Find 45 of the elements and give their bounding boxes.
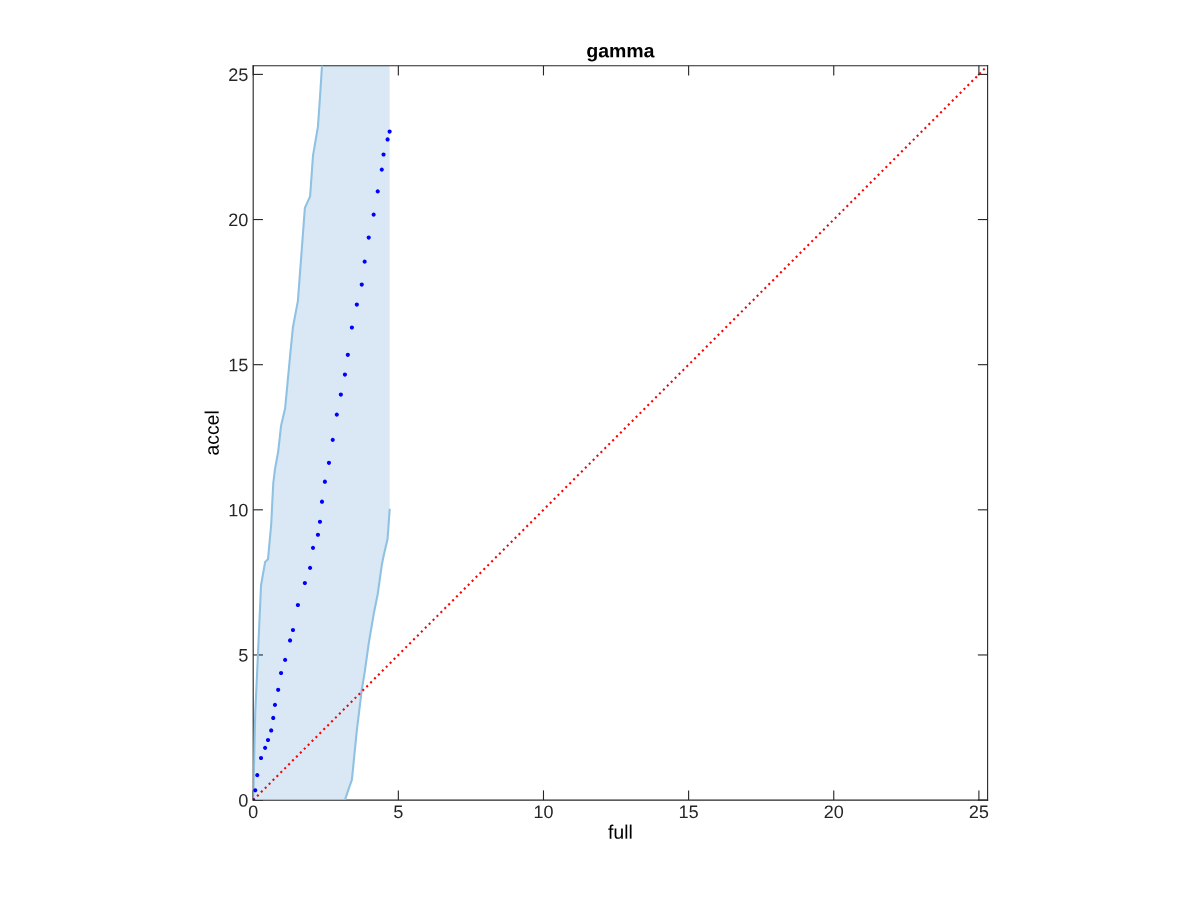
point xyxy=(330,437,335,442)
point xyxy=(271,715,276,721)
point xyxy=(269,728,274,733)
y-tick-label: 20 xyxy=(229,213,248,227)
y-tick-label: 5 xyxy=(239,649,248,662)
x-tick-label: 25 xyxy=(969,805,989,819)
y-tick-label: 25 xyxy=(229,68,248,82)
x-tick-label: 10 xyxy=(534,805,553,819)
y-axis-title: accel xyxy=(204,411,219,455)
point xyxy=(255,773,260,778)
point xyxy=(379,167,384,172)
x-tick-label: 15 xyxy=(679,805,698,819)
point xyxy=(272,702,278,707)
point xyxy=(263,745,268,750)
point xyxy=(326,460,332,465)
point xyxy=(319,499,325,504)
point xyxy=(315,532,321,537)
chart-title: gamma xyxy=(587,46,655,62)
point xyxy=(338,392,343,397)
point xyxy=(381,152,386,157)
point xyxy=(334,412,339,417)
point xyxy=(322,479,327,484)
point xyxy=(317,519,323,524)
point xyxy=(278,670,284,676)
point xyxy=(302,580,307,586)
point xyxy=(342,372,348,377)
x-tick-label: 5 xyxy=(394,805,403,819)
y-tick-label: 0 xyxy=(239,794,248,807)
point xyxy=(366,235,371,240)
x-tick-label: 0 xyxy=(248,805,258,819)
x-axis-title: full xyxy=(608,824,632,839)
point xyxy=(310,545,316,550)
point xyxy=(295,602,300,608)
point xyxy=(276,687,281,692)
point xyxy=(283,657,288,662)
x-tick-label: 20 xyxy=(824,805,844,819)
y-tick-label: 10 xyxy=(229,503,248,517)
point xyxy=(287,638,293,643)
point xyxy=(308,565,313,570)
point xyxy=(375,189,380,194)
point xyxy=(345,352,350,357)
y-tick-label: 15 xyxy=(229,358,248,372)
point xyxy=(362,259,367,264)
point xyxy=(349,325,354,330)
point xyxy=(354,302,359,307)
